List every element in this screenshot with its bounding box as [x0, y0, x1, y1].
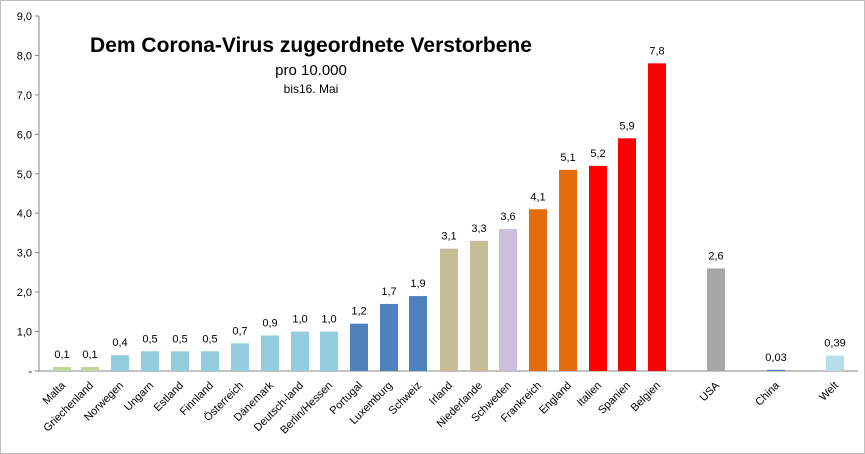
bar-group [53, 63, 844, 371]
data-label: 4,1 [530, 191, 545, 203]
data-label: 1,2 [351, 306, 366, 318]
y-tick-label: 7,0 [17, 90, 32, 102]
y-tick-label: 9,0 [17, 11, 32, 23]
bar-niederlande [470, 240, 488, 371]
y-tick-label: 4,0 [17, 208, 32, 220]
y-tick-label: 6,0 [17, 129, 32, 141]
y-tick-label: 1,0 [17, 327, 32, 339]
data-label: 0,4 [112, 337, 127, 349]
bar-spanien [618, 138, 636, 371]
data-label: 3,1 [441, 231, 456, 243]
data-label: 0,5 [172, 333, 187, 345]
y-tick-label: 3,0 [17, 248, 32, 260]
category-label: Ungarn [122, 380, 156, 414]
bar-schweden [499, 229, 517, 371]
category-label: Welt [817, 380, 841, 404]
category-label: England [537, 380, 574, 417]
data-label: 3,6 [500, 211, 515, 223]
data-label: 0,1 [82, 349, 97, 361]
data-label: 1,9 [410, 278, 425, 290]
bar-österreich [231, 343, 249, 371]
bar-italien [589, 165, 607, 371]
data-label: 7,8 [649, 45, 664, 57]
bar-usa [707, 268, 725, 371]
bar-estland [171, 351, 189, 371]
bar-belgien [648, 63, 666, 371]
data-label: 3,3 [471, 223, 486, 235]
bar-portugal [350, 323, 368, 371]
y-tick-label: 8,0 [17, 50, 32, 62]
data-label: 5,2 [590, 148, 605, 160]
category-label: China [753, 379, 782, 408]
chart-date-note: bis16. Mai [283, 82, 339, 96]
bar-griechenland [81, 367, 99, 371]
data-label: 0,03 [765, 352, 786, 364]
y-tick-group: - 1,0 2,0 3,0 4,0 5,0 6,0 7,0 8,0 9,0 [17, 11, 39, 378]
data-label: 5,1 [560, 152, 575, 164]
bar-england [559, 169, 577, 371]
y-tick-label: 5,0 [17, 169, 32, 181]
bar-irland [440, 248, 458, 371]
bar-norwegen [111, 355, 129, 371]
data-label: 0,7 [232, 325, 247, 337]
data-label: 0,5 [202, 333, 217, 345]
data-label: 1,0 [292, 314, 307, 326]
data-label: 1,0 [321, 314, 336, 326]
data-label: 0,9 [262, 318, 277, 330]
category-label: Berlin/Hessen [278, 380, 335, 437]
data-label: 0,1 [54, 349, 69, 361]
category-label: Griechenland [41, 380, 96, 435]
bar-welt [826, 355, 844, 371]
data-label: 0,5 [142, 333, 157, 345]
title-block: Dem Corona-Virus zugeordnete Verstorbene… [61, 33, 561, 97]
bar-china [767, 369, 785, 371]
chart-title: Dem Corona-Virus zugeordnete Verstorbene [90, 34, 532, 57]
bar-ungarn [141, 351, 159, 371]
category-label: Spanien [596, 380, 633, 417]
category-label: USA [698, 379, 723, 404]
category-label: Schweiz [387, 380, 424, 417]
chart-subtitle: pro 10.000 [275, 62, 347, 79]
bar-frankreich [529, 209, 547, 371]
bar-finnland [201, 351, 219, 371]
data-label-group: 0,1 0,1 0,4 0,5 0,5 0,5 0,7 0,9 1,0 1,0 1,2 1,7 1,9 3… [54, 45, 845, 363]
data-label: 5,9 [619, 120, 634, 132]
bar-malta [53, 367, 71, 371]
y-tick-label: 2,0 [17, 287, 32, 299]
bar-schweiz [409, 296, 427, 371]
category-label: Irland [427, 380, 455, 408]
category-label: Belgien [629, 380, 663, 414]
bar-berlin-hessen [320, 331, 338, 371]
y-tick-label: - [28, 366, 32, 378]
data-label: 2,6 [708, 250, 723, 262]
data-label: 0,39 [824, 338, 845, 350]
bar-luxemburg [380, 303, 398, 371]
data-label: 1,7 [381, 286, 396, 298]
bar-deutsch-land [291, 331, 309, 371]
bar-dänemark [261, 335, 279, 371]
category-label-group: MaltaGriechenlandNorwegenUngarnEstlandFi… [41, 379, 842, 437]
